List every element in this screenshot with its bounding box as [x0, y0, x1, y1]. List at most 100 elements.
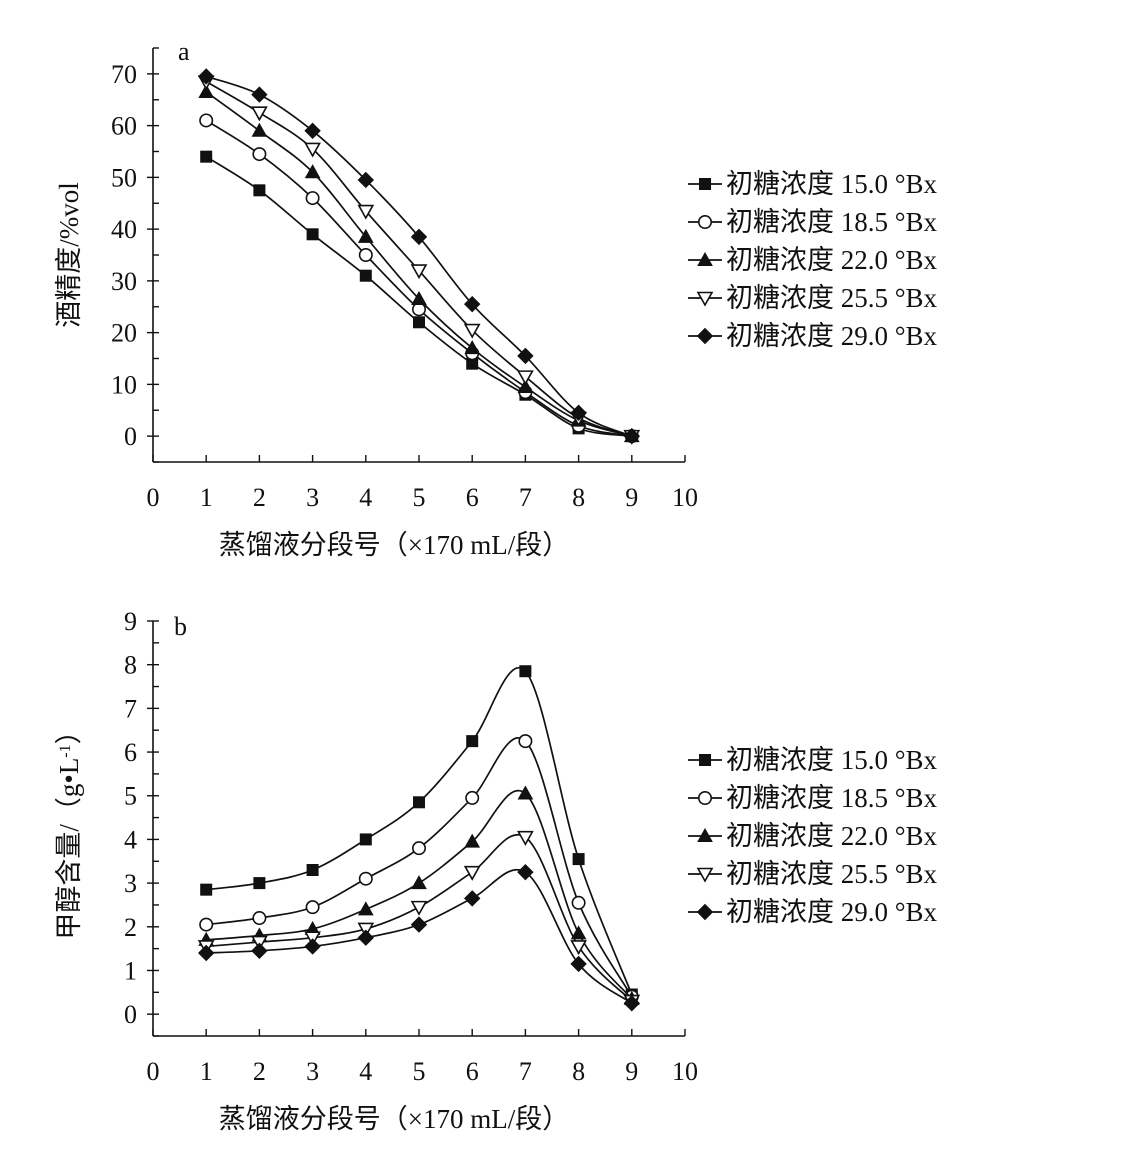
data-point — [411, 875, 427, 890]
data-point — [357, 929, 375, 946]
data-point — [411, 841, 426, 856]
series-3 — [198, 785, 640, 1005]
series-2 — [199, 734, 639, 1004]
x-tick-label: 8 — [572, 483, 585, 512]
y-tick-label: 0 — [124, 1000, 137, 1029]
y-tick-label: 40 — [111, 215, 137, 244]
data-point — [519, 665, 532, 678]
x-tick-label: 3 — [306, 1057, 319, 1086]
data-point — [517, 347, 534, 365]
y-tick-label: 50 — [111, 163, 137, 192]
y-tick-label: 7 — [124, 694, 137, 723]
series-line — [206, 789, 633, 1000]
data-point — [411, 290, 427, 305]
legend-item: 初糖浓度 18.5 °Bx — [688, 207, 938, 237]
legend-label: 初糖浓度 29.0 °Bx — [726, 897, 938, 927]
data-point — [252, 147, 267, 162]
data-point — [357, 204, 375, 220]
legend-item: 初糖浓度 29.0 °Bx — [688, 321, 938, 351]
data-point — [517, 830, 534, 846]
data-point — [200, 883, 213, 896]
data-point — [199, 917, 214, 932]
data-point — [623, 427, 641, 445]
data-point — [623, 995, 641, 1012]
x-tick-label: 3 — [306, 483, 319, 512]
legend-label: 初糖浓度 25.5 °Bx — [726, 859, 938, 889]
data-point — [517, 370, 534, 386]
data-point — [357, 228, 374, 243]
y-tick-label: 5 — [124, 782, 137, 811]
panel-label: a — [178, 37, 190, 66]
data-point — [358, 871, 373, 886]
series-line — [205, 80, 633, 437]
y-tick-label: 1 — [124, 956, 137, 985]
legend-marker — [696, 903, 714, 921]
y-tick-label: 60 — [111, 112, 137, 141]
data-point — [411, 302, 426, 317]
data-point — [197, 68, 215, 85]
legend-item: 初糖浓度 18.5 °Bx — [688, 783, 938, 813]
series-5 — [197, 863, 641, 1012]
data-point — [570, 955, 587, 973]
y-tick-label: 30 — [111, 267, 137, 296]
x-tick-label: 4 — [359, 1057, 372, 1086]
y-tick-label: 0 — [124, 422, 137, 451]
data-point — [463, 323, 481, 339]
data-point — [465, 790, 480, 805]
legend-item: 初糖浓度 25.5 °Bx — [688, 283, 938, 313]
series-4 — [197, 75, 641, 445]
legend-label: 初糖浓度 15.0 °Bx — [726, 169, 938, 199]
data-point — [570, 925, 587, 940]
legend-marker — [696, 327, 714, 345]
x-tick-label: 8 — [572, 1057, 585, 1086]
legend-item: 初糖浓度 22.0 °Bx — [688, 245, 938, 275]
data-point — [251, 942, 268, 960]
data-point — [251, 86, 268, 103]
chart-panel-b: 0 1 2 3 4 5 6 7 8 9 0 1 2 3 4 5 6 7 8 9 10 b 蒸馏液分段号（×170 mL/段）… — [54, 607, 938, 1134]
y-tick-label: 3 — [124, 869, 137, 898]
data-point — [571, 895, 586, 910]
x-tick-label: 6 — [466, 483, 479, 512]
legend-marker — [697, 215, 712, 230]
legend-label: 初糖浓度 29.0 °Bx — [726, 321, 938, 351]
legend-marker — [697, 251, 713, 266]
data-point — [463, 890, 481, 907]
chart-panel-a: 0 10 20 30 40 50 60 70 0 1 2 3 4 5 6 7 8 9 10 a 蒸馏液分段号（×170 … — [54, 37, 938, 560]
data-point — [304, 122, 321, 140]
x-axis-title: 蒸馏液分段号（×170 mL/段） — [219, 530, 569, 560]
y-tick-label: 20 — [111, 319, 137, 348]
y-tick-label: 6 — [124, 738, 137, 767]
x-tick-label: 0 — [147, 483, 160, 512]
data-point — [306, 228, 319, 241]
legend-marker — [696, 867, 714, 883]
series-line — [206, 869, 633, 1004]
data-point — [464, 833, 481, 848]
x-tick-label: 4 — [359, 483, 372, 512]
x-tick-label: 0 — [147, 1057, 160, 1086]
data-point — [198, 83, 215, 98]
x-tick-label: 9 — [625, 483, 638, 512]
data-point — [305, 900, 320, 915]
legend-marker — [699, 754, 711, 766]
y-tick-label: 10 — [111, 370, 137, 399]
y-tick-label: 70 — [111, 60, 137, 89]
x-tick-label: 2 — [253, 483, 266, 512]
series-line — [206, 737, 633, 998]
y-axis-title: 酒精度/%vol — [54, 182, 84, 328]
series-3 — [198, 83, 640, 443]
data-point — [357, 901, 374, 916]
data-point — [413, 796, 425, 809]
legend-item: 初糖浓度 25.5 °Bx — [688, 859, 938, 889]
x-tick-label: 10 — [672, 1057, 698, 1086]
x-tick-label: 10 — [672, 483, 698, 512]
legend-label: 初糖浓度 15.0 °Bx — [726, 745, 938, 775]
data-point — [199, 113, 214, 128]
data-point — [197, 944, 215, 962]
legend-item: 初糖浓度 29.0 °Bx — [688, 897, 938, 927]
data-point — [252, 911, 267, 926]
data-point — [306, 864, 319, 876]
data-point — [304, 938, 321, 955]
legend-label: 初糖浓度 18.5 °Bx — [726, 207, 938, 237]
y-tick-label: 2 — [124, 913, 137, 942]
series-1 — [200, 665, 638, 1001]
